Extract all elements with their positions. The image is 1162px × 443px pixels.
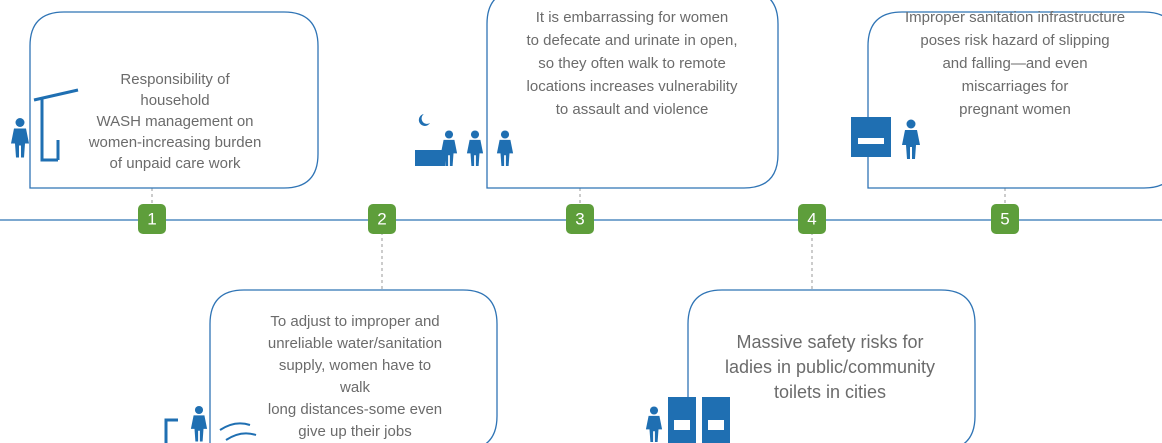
callout-text: pregnant women [959,101,1071,118]
step-number: 2 [377,209,386,228]
step-marker [566,204,594,234]
callout-text: women-increasing burden [88,134,262,151]
callout-text: locations increases vulnerability [527,78,738,95]
step-number: 5 [1000,209,1009,228]
step-number: 1 [147,209,156,228]
callout-box [486,0,779,189]
callout-text: Responsibility of [120,71,230,88]
callout-box [867,11,1162,189]
callout-text: and falling—and even [942,55,1087,72]
callout-text: so they often walk to remote [538,55,726,72]
step-number: 4 [807,209,816,228]
step-number: 3 [575,209,584,228]
callout-text: To adjust to improper and [270,313,439,330]
callout-text: to defecate and urinate in open, [527,32,738,49]
step-marker [991,204,1019,234]
callout-text: It is embarrassing for women [536,9,729,26]
callout-text: ladies in public/community [725,357,935,377]
callout-text: miscarriages for [962,78,1069,95]
step-marker [138,204,166,234]
callout-text: supply, women have to [279,357,431,374]
callout-text: to assault and violence [556,101,709,118]
callout-text: Improper sanitation infrastructure [905,9,1125,26]
callout-text: give up their jobs [298,423,411,440]
icons [11,88,920,443]
callout-text: walk [339,379,371,396]
step-marker [798,204,826,234]
callout-text: household [140,92,209,109]
callout-text: toilets in cities [774,382,886,402]
callout-text: WASH management on [96,113,253,130]
step-marker [368,204,396,234]
callout-box [29,11,319,189]
callout-text: unreliable water/sanitation [268,335,442,352]
callout-text: Massive safety risks for [736,332,923,352]
callout-text: long distances-some even [268,401,442,418]
callout-text: poses risk hazard of slipping [920,32,1109,49]
callout-text: of unpaid care work [110,155,241,172]
